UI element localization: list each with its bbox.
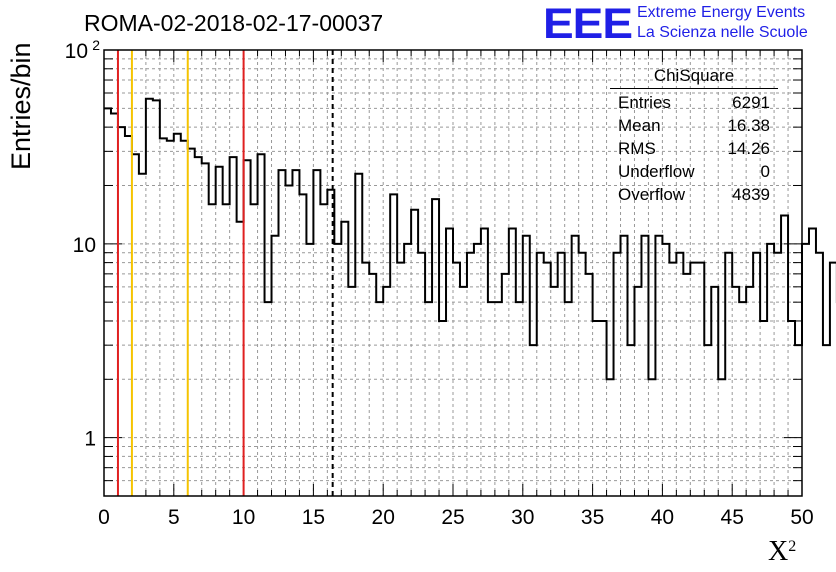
stats-label: Underflow <box>618 162 695 181</box>
x-tick-label: 40 <box>651 506 674 529</box>
y-tick-label: 10 <box>65 40 88 63</box>
y-tick-label-sup: 2 <box>92 37 100 53</box>
stats-value: 6291 <box>732 93 770 112</box>
x-tick-label: 5 <box>168 506 180 529</box>
x-tick-label: 35 <box>581 506 604 529</box>
stats-row-rms: RMS 14.26 <box>610 137 778 160</box>
logo-line-1: Extreme Energy Events <box>637 4 806 21</box>
x-axis-label-sup: 2 <box>788 538 797 555</box>
x-tick-label: 25 <box>441 506 464 529</box>
stats-value: 14.26 <box>727 139 770 158</box>
stats-value: 0 <box>760 162 770 181</box>
stats-row-entries: Entries 6291 <box>610 91 778 114</box>
x-axis-label: X2 <box>768 536 796 568</box>
x-tick-label: 45 <box>721 506 744 529</box>
x-tick-label: 50 <box>790 506 813 529</box>
x-tick-label: 0 <box>98 506 110 529</box>
y-tick-label: 10 <box>73 234 96 257</box>
x-tick-label: 10 <box>232 506 255 529</box>
stats-box: ChiSquare Entries 6291 Mean 16.38 RMS 14.26… <box>610 66 778 206</box>
x-tick-label: 15 <box>302 506 325 529</box>
eee-logo: EEE <box>543 0 633 48</box>
x-tick-label: 30 <box>511 506 534 529</box>
stats-row-mean: Mean 16.38 <box>610 114 778 137</box>
logo-line-2: La Scienza nelle Scuole <box>637 24 808 41</box>
stats-value: 16.38 <box>727 116 770 135</box>
stats-value: 4839 <box>732 185 770 204</box>
stats-title: ChiSquare <box>610 66 778 89</box>
stats-label: RMS <box>618 139 656 158</box>
stats-row-underflow: Underflow 0 <box>610 160 778 183</box>
plot-frame <box>103 49 803 497</box>
y-tick-label: 1 <box>84 428 96 451</box>
x-tick-label: 20 <box>372 506 395 529</box>
histogram-series <box>104 97 836 381</box>
stats-row-overflow: Overflow 4839 <box>610 183 778 206</box>
stats-label: Overflow <box>618 185 686 204</box>
y-axis-label: Entries/bin <box>6 42 36 170</box>
chart-title: ROMA-02-2018-02-17-00037 <box>84 10 384 36</box>
stats-label: Mean <box>618 116 661 135</box>
stats-label: Entries <box>618 93 671 112</box>
x-axis-label-base: X <box>768 536 789 567</box>
